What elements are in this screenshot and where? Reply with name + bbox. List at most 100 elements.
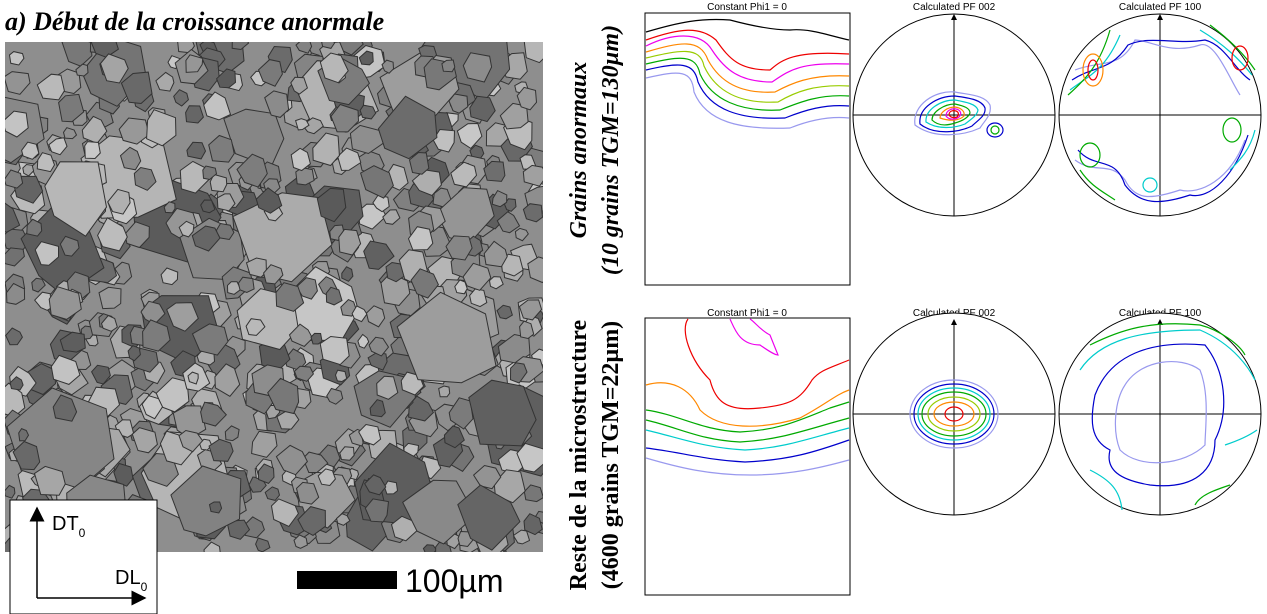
grain — [523, 42, 543, 64]
figure-title: a) Début de la croissance anormale — [5, 7, 384, 36]
grain — [396, 291, 497, 384]
grain — [236, 153, 268, 188]
row-sublabel: (4600 grains TGM=22µm) — [598, 321, 624, 589]
axes-box — [9, 499, 158, 614]
grain — [341, 266, 354, 282]
dt-text: DT — [52, 513, 79, 535]
grain — [255, 187, 283, 214]
grain — [263, 264, 284, 285]
grain — [127, 345, 141, 362]
odf-section — [644, 317, 851, 596]
grain — [208, 501, 223, 514]
grain — [48, 137, 68, 156]
grain — [216, 193, 236, 212]
grain — [411, 169, 442, 197]
grain — [518, 299, 543, 321]
grain — [468, 379, 537, 447]
grain — [483, 240, 508, 268]
grain — [5, 169, 24, 189]
grain — [107, 188, 131, 215]
grain — [457, 484, 521, 551]
grain — [294, 118, 310, 131]
grain — [131, 427, 158, 454]
grain — [325, 286, 343, 306]
grain — [363, 240, 395, 270]
grain — [358, 50, 374, 66]
grain — [62, 127, 78, 140]
grain — [267, 377, 300, 415]
grain — [372, 194, 390, 213]
grain — [469, 288, 488, 308]
grain — [438, 385, 451, 398]
pf-contours — [1067, 24, 1256, 203]
grain — [245, 257, 267, 278]
grain — [351, 305, 368, 323]
grain — [208, 438, 234, 462]
grain — [119, 146, 142, 171]
grain — [275, 282, 305, 312]
grain — [202, 165, 218, 181]
grain — [357, 333, 370, 349]
grain — [377, 95, 438, 160]
grain — [407, 226, 434, 251]
grain — [173, 89, 189, 107]
grain — [170, 465, 242, 537]
grain — [36, 73, 65, 101]
grain — [224, 425, 240, 442]
grain — [5, 110, 29, 138]
pf-contours — [914, 91, 1004, 138]
panel-title: Calculated PF 100 — [1119, 2, 1202, 13]
grain — [270, 498, 299, 528]
grain — [319, 52, 349, 84]
grain — [59, 331, 86, 353]
grain — [5, 282, 26, 305]
grain — [516, 442, 543, 473]
micrograph-grains — [5, 42, 543, 552]
grain — [317, 468, 336, 487]
grain — [5, 327, 23, 346]
grain — [141, 395, 164, 420]
grain — [146, 109, 177, 147]
grain — [523, 513, 543, 536]
row-sublabel: (10 grains TGM=130µm) — [598, 25, 624, 275]
panel-title: Constant Phi1 = 0 — [707, 308, 787, 319]
grain — [382, 209, 401, 225]
grain — [166, 302, 199, 332]
grain — [364, 498, 390, 523]
grain — [36, 152, 56, 173]
grain — [97, 217, 128, 252]
grain — [295, 42, 313, 54]
grain — [527, 256, 543, 284]
grain — [450, 161, 478, 188]
grain — [290, 76, 308, 95]
grain — [338, 228, 362, 256]
grain — [187, 371, 199, 385]
grain — [422, 544, 438, 552]
grain — [214, 363, 241, 397]
grain — [496, 304, 513, 320]
grain — [488, 276, 504, 290]
grain — [118, 117, 150, 145]
grain — [441, 59, 456, 73]
grain — [90, 364, 111, 385]
grain — [5, 202, 21, 233]
grain — [402, 479, 477, 545]
grain — [295, 481, 320, 505]
grain — [445, 235, 473, 261]
grain — [496, 211, 521, 234]
grain — [368, 336, 390, 357]
grain — [360, 165, 394, 199]
grain — [5, 247, 25, 267]
grain — [216, 68, 237, 89]
grain — [26, 218, 43, 237]
grain — [264, 486, 281, 501]
grain — [367, 352, 388, 371]
grain — [321, 42, 336, 49]
grain — [509, 362, 528, 384]
grain — [5, 71, 31, 95]
grain — [359, 104, 377, 120]
grain — [58, 93, 85, 123]
grain — [178, 220, 195, 238]
grain — [408, 151, 430, 175]
row-label: Grains anormaux — [566, 62, 592, 239]
